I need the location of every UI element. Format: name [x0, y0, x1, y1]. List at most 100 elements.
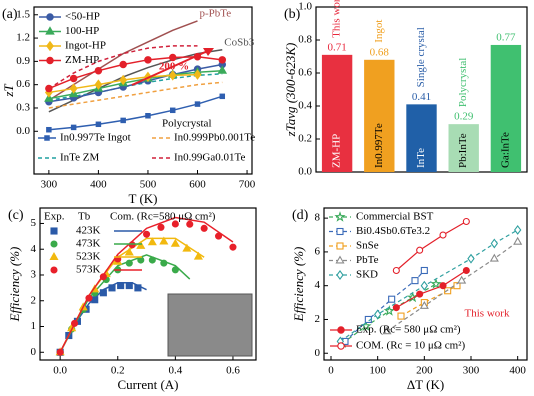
data-point [94, 79, 103, 90]
x-tick-label: 700 [239, 179, 256, 191]
legend-marker [50, 240, 58, 248]
data-point [430, 278, 442, 289]
x-tick-label: 0.4 [168, 365, 182, 377]
legend-label: 523K [76, 251, 101, 263]
y-tick-label: 2 [31, 294, 37, 306]
data-point [71, 319, 79, 327]
y-tick-label: 2 [315, 313, 321, 325]
data-point [147, 237, 157, 246]
annotation-arrow [131, 48, 213, 86]
data-point [489, 253, 499, 262]
data-point [137, 256, 145, 264]
category-label: In0.997Te [373, 123, 385, 168]
legend-marker [46, 56, 54, 65]
value-label: 0.77 [496, 31, 516, 43]
data-point [416, 290, 424, 298]
legend-heading: Polycrystal [162, 118, 212, 130]
data-point [200, 224, 208, 232]
panel-label: (b) [284, 7, 301, 22]
y-tick-label: 0.2 [298, 133, 312, 145]
annotation: This work [465, 308, 510, 320]
data-point [124, 247, 134, 256]
y-tick-label: 1.5 [16, 8, 30, 20]
data-point [194, 101, 201, 107]
y-tick-label: 4 [315, 279, 321, 291]
y-tick-label: 0.6 [298, 67, 312, 79]
x-tick-label: 0 [328, 365, 334, 377]
bar [321, 54, 353, 172]
bar [448, 124, 479, 172]
y-tick-label: 4 [31, 243, 37, 255]
y-tick-label: 1.2 [16, 32, 30, 44]
data-point [136, 240, 146, 249]
y-tick-label: 3 [31, 269, 37, 281]
y-tick-label: 1 [31, 320, 37, 332]
data-point [119, 74, 128, 86]
data-point [69, 83, 78, 94]
x-axis-label: ΔT (K) [407, 377, 444, 392]
y-tick-label: 8 [315, 212, 321, 224]
y-tick-label: 0.4 [298, 100, 312, 112]
data-point [383, 305, 395, 316]
data-point [159, 236, 169, 245]
y-axis-label: Efficiency (%) [7, 247, 22, 323]
legend-label: <50-HP [65, 11, 100, 23]
legend-marker [50, 266, 58, 274]
y-tick-label: 1.0 [298, 1, 312, 13]
x-axis-label: T (K) [128, 191, 157, 206]
legend-marker [49, 251, 59, 260]
value-label: 0.29 [454, 111, 474, 123]
category-label: InTe [415, 148, 427, 168]
series-line [48, 48, 223, 113]
y-axis-label: zTavg (300-623K) [283, 43, 298, 138]
data-point [229, 243, 237, 251]
data-point [44, 93, 54, 102]
data-point [215, 232, 223, 240]
data-point [171, 266, 179, 274]
data-point [70, 124, 77, 131]
x-tick-label: 0.0 [53, 365, 67, 377]
legend-label: In0.999Pb0.001Te [174, 132, 255, 144]
data-point [193, 69, 202, 80]
series-line [396, 269, 467, 309]
data-point [420, 280, 429, 291]
data-point [99, 289, 107, 297]
group-label: This work [331, 0, 343, 38]
y-tick-label: 0 [315, 347, 321, 359]
legend-marker [336, 242, 344, 250]
data-point [99, 273, 107, 281]
series-line [48, 45, 198, 90]
data-point [170, 238, 180, 247]
legend-marker [336, 227, 344, 236]
y-tick-label: 0.6 [16, 78, 30, 90]
data-point [219, 93, 226, 100]
series-line [400, 285, 458, 317]
data-point [94, 66, 103, 75]
data-point [392, 304, 400, 312]
x-tick-label: 300 [463, 365, 480, 377]
series-line [339, 229, 518, 342]
plot-frame [323, 207, 528, 361]
data-point [457, 275, 467, 284]
data-point [186, 220, 194, 228]
category-label: ZM-HP [331, 134, 343, 168]
y-tick-label: 0 [31, 346, 37, 358]
group-label: Single crystal [415, 27, 427, 87]
y-tick-label: 0.0 [298, 166, 312, 178]
data-point [169, 107, 176, 114]
series-line [48, 69, 223, 100]
inset-photo [167, 293, 253, 357]
panel-label: (d) [292, 208, 309, 223]
curve-label: CoSb3 [224, 36, 254, 48]
data-point [56, 348, 64, 356]
data-point [144, 56, 152, 64]
data-point [217, 65, 228, 74]
value-label: 0.68 [370, 46, 390, 58]
data-point [119, 60, 127, 69]
data-point [125, 259, 133, 267]
legend-label: 100-HP [65, 25, 99, 37]
legend-marker [337, 326, 345, 334]
annotation-arrowhead [203, 48, 214, 56]
